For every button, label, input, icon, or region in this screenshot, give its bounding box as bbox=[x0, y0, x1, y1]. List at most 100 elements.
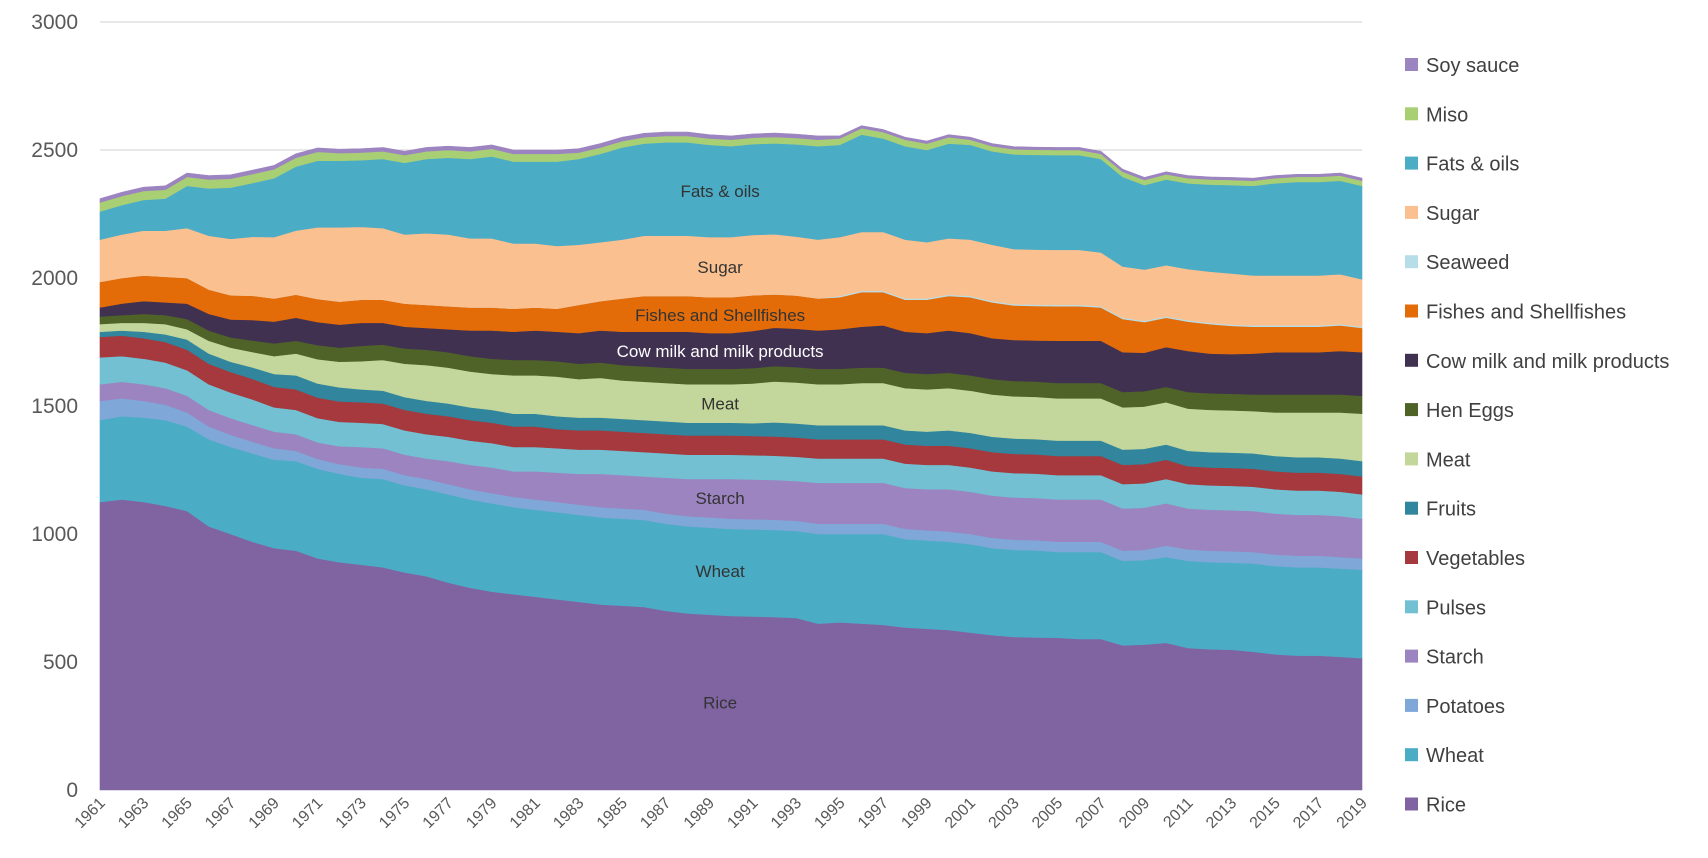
legend-item-sugar: Sugar bbox=[1405, 203, 1480, 225]
y-tick-label: 2000 bbox=[31, 267, 78, 290]
x-tick-label: 2003 bbox=[986, 795, 1023, 832]
x-tick-label: 2001 bbox=[942, 795, 979, 832]
legend-label: Vegetables bbox=[1426, 548, 1525, 570]
x-tick-label: 1963 bbox=[115, 795, 152, 832]
area-series-soy-sauce bbox=[99, 125, 1363, 203]
x-tick-label: 1997 bbox=[855, 795, 892, 832]
area-label-wheat: Wheat bbox=[696, 562, 745, 581]
x-tick-label: 1979 bbox=[463, 795, 500, 832]
x-tick-label: 1973 bbox=[333, 795, 370, 832]
legend-label: Rice bbox=[1426, 795, 1466, 817]
legend-label: Miso bbox=[1426, 104, 1468, 126]
legend-item-fishes-and-shellfishes: Fishes and Shellfishes bbox=[1405, 302, 1626, 324]
x-tick-label: 1969 bbox=[246, 795, 283, 832]
legend-swatch bbox=[1405, 156, 1418, 170]
y-tick-label: 0 bbox=[66, 779, 78, 802]
x-tick-label: 1991 bbox=[724, 795, 761, 832]
x-tick-label: 1993 bbox=[768, 795, 805, 832]
x-tick-label: 2009 bbox=[1116, 795, 1153, 832]
area-label-starch: Starch bbox=[696, 489, 745, 508]
area-label-meat: Meat bbox=[701, 394, 739, 413]
legend-swatch bbox=[1405, 255, 1418, 269]
area-series-group bbox=[99, 125, 1363, 791]
x-tick-label: 1967 bbox=[202, 795, 239, 832]
legend-swatch bbox=[1405, 698, 1418, 712]
legend-label: Fruits bbox=[1426, 499, 1476, 521]
x-tick-label: 2017 bbox=[1290, 795, 1327, 832]
legend-item-rice: Rice bbox=[1405, 795, 1466, 817]
legend-swatch bbox=[1405, 205, 1418, 219]
legend-swatch bbox=[1405, 403, 1418, 417]
legend-item-hen-eggs: Hen Eggs bbox=[1405, 400, 1514, 422]
legend-item-potatoes: Potatoes bbox=[1405, 696, 1505, 718]
x-tick-label: 1989 bbox=[681, 795, 718, 832]
x-tick-label: 1983 bbox=[550, 795, 587, 832]
legend-label: Fishes and Shellfishes bbox=[1426, 302, 1626, 324]
x-tick-label: 2019 bbox=[1334, 795, 1371, 832]
legend-swatch bbox=[1405, 353, 1418, 367]
y-axis: 0 500 1000 1500 2000 2500 3000 bbox=[31, 11, 78, 802]
x-tick-label: 1977 bbox=[420, 795, 457, 832]
legend-label: Starch bbox=[1426, 647, 1484, 669]
legend-label: Potatoes bbox=[1426, 696, 1505, 718]
legend-label: Cow milk and milk products bbox=[1426, 351, 1669, 373]
x-axis: 1961 1963 1965 1967 1969 1971 1973 1975 1977 1979… bbox=[72, 795, 1371, 832]
x-tick-label: 2011 bbox=[1160, 795, 1196, 831]
legend-swatch bbox=[1405, 551, 1418, 564]
legend: Soy sauce Miso Fats & oils Sugar Seaweed Fish… bbox=[1405, 55, 1669, 817]
legend-item-miso: Miso bbox=[1405, 104, 1468, 126]
area-label-cow-milk-and-milk-products: Cow milk and milk products bbox=[617, 342, 824, 361]
legend-label: Hen Eggs bbox=[1426, 400, 1514, 422]
legend-swatch bbox=[1405, 600, 1418, 614]
area-label-fishes-and-shellfishes: Fishes and Shellfishes bbox=[635, 306, 805, 325]
x-tick-label: 1987 bbox=[637, 795, 674, 832]
area-label-sugar: Sugar bbox=[697, 258, 743, 277]
legend-swatch bbox=[1405, 797, 1418, 811]
legend-swatch bbox=[1405, 452, 1418, 466]
y-tick-label: 3000 bbox=[31, 11, 78, 34]
y-tick-label: 500 bbox=[43, 651, 78, 674]
legend-item-soy-sauce: Soy sauce bbox=[1405, 55, 1519, 77]
area-label-rice: Rice bbox=[703, 693, 737, 712]
legend-swatch bbox=[1405, 304, 1418, 318]
y-tick-label: 2500 bbox=[31, 139, 78, 162]
x-tick-label: 1965 bbox=[159, 795, 196, 832]
x-tick-label: 2005 bbox=[1029, 795, 1066, 832]
legend-label: Meat bbox=[1426, 449, 1471, 471]
area-label-fats-and-oils: Fats & oils bbox=[680, 182, 759, 201]
legend-swatch bbox=[1405, 649, 1418, 663]
legend-item-wheat: Wheat bbox=[1405, 745, 1484, 767]
legend-label: Pulses bbox=[1426, 597, 1486, 619]
y-tick-label: 1000 bbox=[31, 523, 78, 546]
legend-swatch bbox=[1405, 501, 1418, 515]
legend-swatch bbox=[1405, 748, 1418, 762]
legend-item-seaweed: Seaweed bbox=[1405, 252, 1509, 274]
legend-label: Seaweed bbox=[1426, 252, 1509, 274]
x-tick-label: 2007 bbox=[1073, 795, 1110, 832]
legend-item-fats-and-oils: Fats & oils bbox=[1405, 154, 1519, 176]
x-tick-label: 1999 bbox=[898, 795, 935, 832]
x-tick-label: 1975 bbox=[376, 795, 413, 832]
legend-swatch bbox=[1405, 58, 1418, 71]
x-tick-label: 2013 bbox=[1203, 795, 1240, 832]
legend-label: Soy sauce bbox=[1426, 55, 1519, 77]
legend-item-pulses: Pulses bbox=[1405, 597, 1486, 619]
y-tick-label: 1500 bbox=[31, 395, 78, 418]
x-tick-label: 1995 bbox=[811, 795, 848, 832]
area-labels: Rice Wheat Starch Meat Cow milk and milk pro… bbox=[617, 182, 824, 712]
legend-swatch bbox=[1405, 107, 1418, 121]
x-tick-label: 1981 bbox=[507, 795, 544, 832]
legend-label: Sugar bbox=[1426, 203, 1480, 225]
legend-item-starch: Starch bbox=[1405, 647, 1484, 669]
legend-item-vegetables: Vegetables bbox=[1405, 548, 1525, 570]
legend-label: Fats & oils bbox=[1426, 154, 1519, 176]
legend-item-meat: Meat bbox=[1405, 449, 1471, 471]
legend-label: Wheat bbox=[1426, 745, 1484, 767]
x-tick-label: 1971 bbox=[289, 795, 326, 832]
legend-item-fruits: Fruits bbox=[1405, 499, 1476, 521]
x-tick-label: 1985 bbox=[594, 795, 631, 832]
legend-item-cow-milk-and-milk-products: Cow milk and milk products bbox=[1405, 351, 1669, 373]
x-tick-label: 2015 bbox=[1247, 795, 1284, 832]
